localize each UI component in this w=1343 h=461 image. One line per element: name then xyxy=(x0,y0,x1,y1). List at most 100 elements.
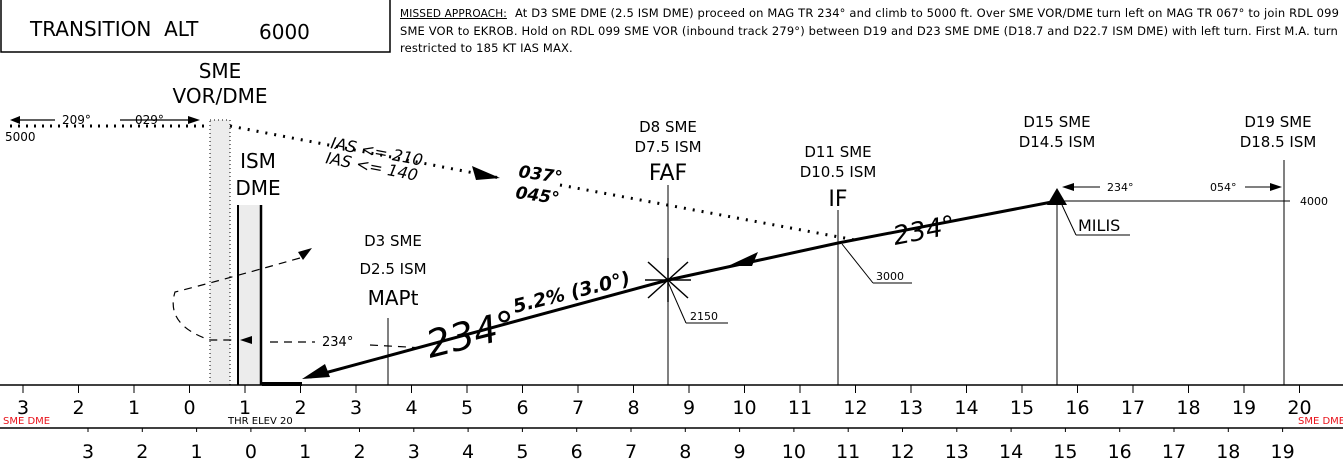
sme-tick-label: 20 xyxy=(1287,397,1311,419)
ism-tick-label: 7 xyxy=(625,441,637,461)
mapt-sme-dist: D3 SME xyxy=(364,232,422,250)
sme-tick-label: 2 xyxy=(294,397,306,419)
ism-tick-label: 14 xyxy=(999,441,1023,461)
mapt-label: MAPt xyxy=(368,286,419,310)
if-sme-dist: D11 SME xyxy=(804,143,871,161)
sme-tick-label: 16 xyxy=(1065,397,1089,419)
fix-milis: D15 SME D14.5 ISM MILIS xyxy=(1019,113,1130,236)
holding-in-234: 234° xyxy=(1107,181,1134,194)
sme-tick-label: 10 xyxy=(732,397,756,419)
holding-line: 234° 054° 4000 xyxy=(1057,181,1328,208)
ism-tick-label: 6 xyxy=(571,441,583,461)
ism-tick-label: 11 xyxy=(836,441,860,461)
ism-label: ISM xyxy=(240,149,276,173)
faf-label: FAF xyxy=(649,161,687,186)
sme-tick-label: 15 xyxy=(1010,397,1034,419)
faf-sme-dist: D8 SME xyxy=(639,118,697,136)
ism-tick-label: 5 xyxy=(516,441,528,461)
mapt-ism-dist: D2.5 ISM xyxy=(359,260,426,278)
sme-tick-label: 11 xyxy=(788,397,812,419)
final-track-234: 234° xyxy=(891,210,958,251)
sme-label: SME xyxy=(199,59,242,83)
ism-tick-label: 3 xyxy=(82,441,94,461)
sme-tick-label: 6 xyxy=(516,397,528,419)
sme-tick-label: 3 xyxy=(17,397,29,419)
sme-vor-dme-label: VOR/DME xyxy=(173,84,268,108)
ism-tick-label: 15 xyxy=(1053,441,1077,461)
sme-dme-scale-label: SME DME xyxy=(3,416,50,427)
sme-tick-label: 18 xyxy=(1176,397,1200,419)
d19-sme-dist: D19 SME xyxy=(1244,113,1311,131)
ism-tick-label: 4 xyxy=(462,441,474,461)
altitude-3000: 3000 xyxy=(876,270,904,283)
ism-tick-label: 16 xyxy=(1108,441,1132,461)
sme-tick-label: 4 xyxy=(405,397,417,419)
fix-if: D11 SME D10.5 ISM IF xyxy=(800,143,877,212)
transition-label: TRANSITION ALT xyxy=(29,17,199,41)
ias-dotted-track: IAS <= 210 IAS <= 140 037° 045° xyxy=(229,124,856,242)
outbound-track-209: 209° xyxy=(62,113,91,127)
sme-vor-dme-column: SME VOR/DME xyxy=(173,59,268,386)
milis-ism-dist: D14.5 ISM xyxy=(1019,133,1096,151)
ism-tick-label: 0 xyxy=(245,441,257,461)
ism-tick-label: 2 xyxy=(353,441,365,461)
sme-tick-label: 7 xyxy=(572,397,584,419)
threshold-elevation: THR ELEV 20 xyxy=(227,416,293,427)
if-ism-dist: D10.5 ISM xyxy=(800,163,877,181)
missed-approach-path: 234° xyxy=(172,248,426,350)
altitude-5000: 5000 xyxy=(5,130,36,144)
transition-altitude-box: TRANSITION ALT 6000 xyxy=(0,0,391,53)
sme-dme-scale-label-right: SME DME xyxy=(1298,416,1343,427)
d19-ism-dist: D18.5 ISM xyxy=(1240,133,1317,151)
if-label: IF xyxy=(828,187,847,212)
ism-tick-label: 2 xyxy=(136,441,148,461)
ism-tick-label: 1 xyxy=(191,441,203,461)
faf-ism-dist: D7.5 ISM xyxy=(634,138,701,156)
ism-tick-label: 1 xyxy=(299,441,311,461)
sme-tick-label: 8 xyxy=(627,397,639,419)
descent-gradient: 5.2% (3.0°) xyxy=(511,268,633,318)
sme-tick-label: 17 xyxy=(1121,397,1145,419)
sme-tick-label: 2 xyxy=(72,397,84,419)
transition-value: 6000 xyxy=(259,20,310,44)
ism-dme-column: ISM DME xyxy=(235,149,281,385)
sme-tick-label: 14 xyxy=(954,397,978,419)
sme-tick-label: 3 xyxy=(350,397,362,419)
fix-faf: D8 SME D7.5 ISM FAF xyxy=(634,118,701,186)
missed-approach-text: MISSED APPROACH: At D3 SME DME (2.5 ISM D… xyxy=(400,5,1340,57)
ism-dme-label: DME xyxy=(235,176,280,200)
inbound-track-029: 029° xyxy=(135,113,164,127)
sme-tick-label: 5 xyxy=(461,397,473,419)
ism-tick-label: 12 xyxy=(890,441,914,461)
altitude-callouts: 3000 2150 xyxy=(667,243,912,324)
sme-tick-label: 12 xyxy=(843,397,867,419)
sme-tick-label: 13 xyxy=(899,397,923,419)
ism-tick-label: 8 xyxy=(679,441,691,461)
ism-tick-label: 13 xyxy=(945,441,969,461)
ism-tick-label: 3 xyxy=(408,441,420,461)
missed-track-234: 234° xyxy=(322,335,353,350)
sme-tick-label: 1 xyxy=(239,397,251,419)
altitude-2150: 2150 xyxy=(690,310,718,323)
ism-tick-label: 17 xyxy=(1162,441,1186,461)
missed-approach-label: MISSED APPROACH: xyxy=(400,8,507,20)
initial-dotted-track: 209° 029° 5000 xyxy=(5,113,210,144)
ism-tick-label: 19 xyxy=(1271,441,1295,461)
altitude-4000: 4000 xyxy=(1300,195,1328,208)
ism-tick-label: 9 xyxy=(734,441,746,461)
sme-tick-label: 0 xyxy=(183,397,195,419)
ism-tick-label: 10 xyxy=(782,441,806,461)
milis-name: MILIS xyxy=(1078,216,1120,235)
fix-mapt: D3 SME D2.5 ISM MAPt xyxy=(359,232,426,310)
sme-tick-label: 19 xyxy=(1232,397,1256,419)
sme-tick-label: 1 xyxy=(128,397,140,419)
faf-star-icon xyxy=(645,258,691,302)
final-track-234-large: 234° xyxy=(422,302,521,367)
ism-tick-label: 18 xyxy=(1216,441,1240,461)
missed-approach-description: At D3 SME DME (2.5 ISM DME) proceed on M… xyxy=(400,6,1340,55)
milis-sme-dist: D15 SME xyxy=(1023,113,1090,131)
holding-out-054: 054° xyxy=(1210,181,1237,194)
sme-tick-label: 9 xyxy=(683,397,695,419)
